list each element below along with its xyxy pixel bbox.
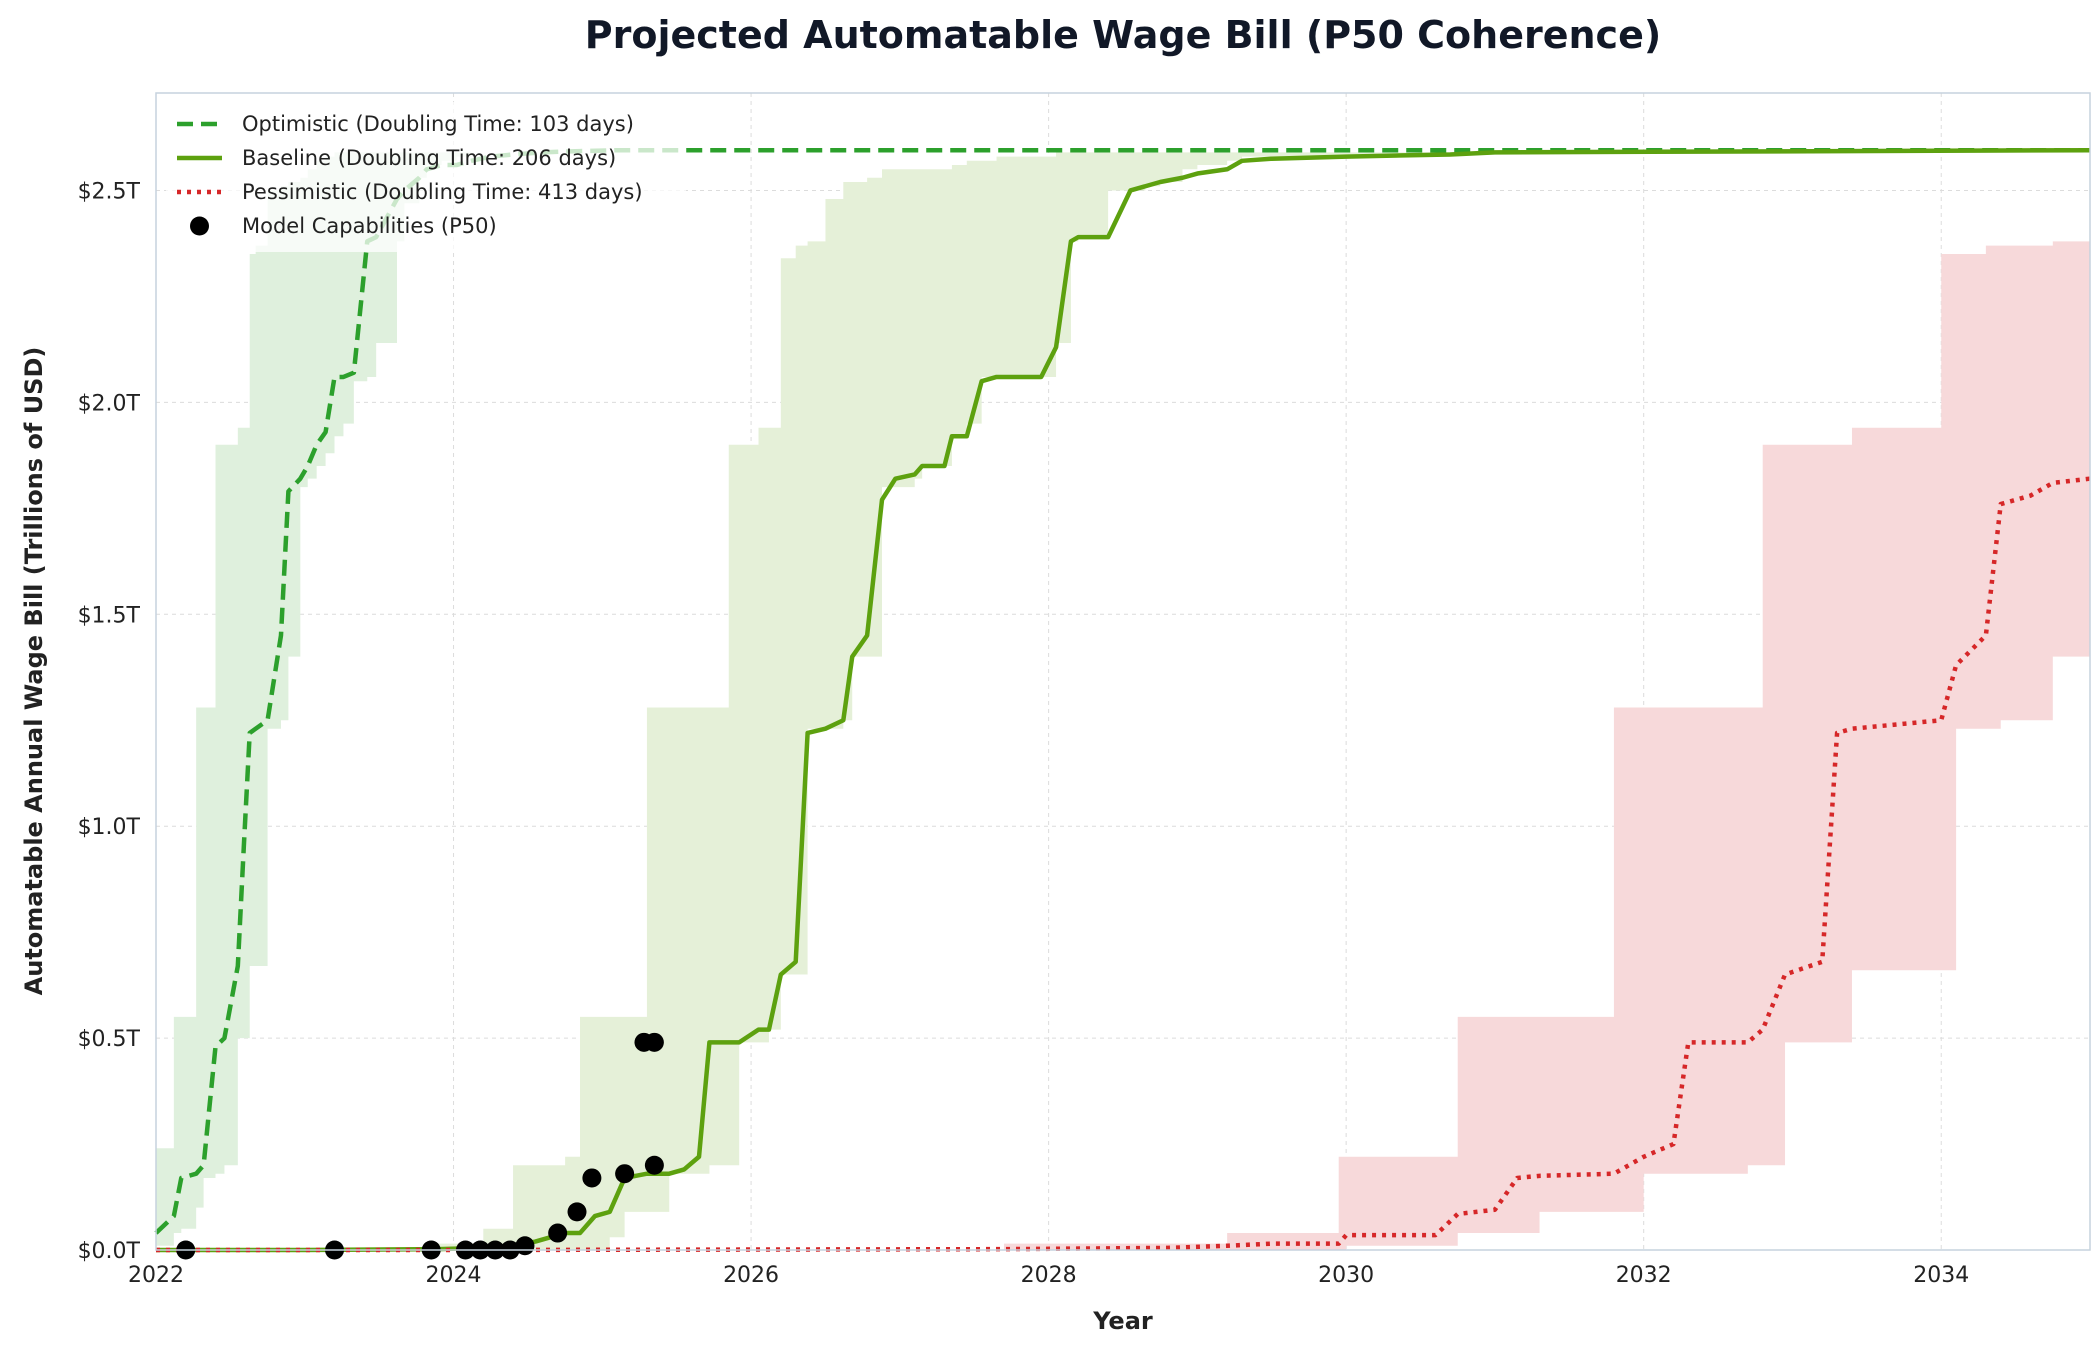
confidence-band	[156, 152, 2090, 1246]
y-tick-label: $2.0T	[78, 391, 141, 416]
capability-point	[644, 1032, 664, 1052]
x-axis-label: Year	[1092, 1307, 1153, 1335]
chart-title: Projected Automatable Wage Bill (P50 Coh…	[585, 13, 1661, 57]
capability-point	[515, 1236, 535, 1256]
x-tick-label: 2024	[426, 1263, 482, 1288]
legend-swatch	[190, 216, 209, 236]
x-tick-label: 2030	[1318, 1263, 1374, 1288]
x-tick-label: 2032	[1616, 1263, 1672, 1288]
confidence-bands	[156, 152, 2090, 1251]
plot-frame	[155, 92, 2091, 1251]
capability-point	[644, 1155, 664, 1175]
capability-point	[567, 1202, 587, 1222]
legend-label: Baseline (Doubling Time: 206 days)	[242, 146, 616, 170]
capability-points	[176, 1032, 664, 1260]
legend-background	[166, 102, 686, 252]
y-tick-label: $1.5T	[78, 603, 141, 628]
legend: Optimistic (Doubling Time: 103 days) Base…	[166, 102, 686, 252]
x-tick-label: 2026	[723, 1263, 779, 1288]
capability-point	[548, 1223, 568, 1243]
series-line	[156, 147, 2091, 1253]
legend-label: Optimistic (Doubling Time: 103 days)	[242, 112, 634, 136]
capability-point	[582, 1168, 602, 1188]
legend-label: Model Capabilities (P50)	[242, 214, 497, 238]
x-tick-label: 2022	[128, 1263, 184, 1288]
series-line	[156, 476, 2091, 1253]
y-tick-label: $0.5T	[78, 1027, 141, 1052]
confidence-band	[156, 241, 2090, 1251]
capability-point	[615, 1164, 635, 1184]
y-tick-label: $1.0T	[78, 815, 141, 840]
x-tick-label: 2028	[1021, 1263, 1077, 1288]
legend-label: Pessimistic (Doubling Time: 413 days)	[242, 180, 643, 204]
y-axis-label: Automatable Annual Wage Bill (Trillions …	[20, 347, 48, 996]
axis-ticks: 2022 2024 2026 2028 2030 2032 2034 $0.0T $0.5T $1…	[78, 179, 1970, 1288]
y-tick-label: $0.0T	[78, 1239, 141, 1264]
x-tick-label: 2034	[1913, 1263, 1969, 1288]
y-tick-label: $2.5T	[78, 179, 141, 204]
